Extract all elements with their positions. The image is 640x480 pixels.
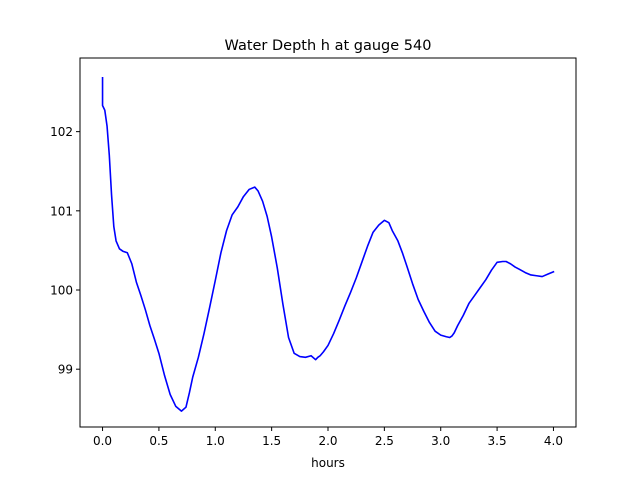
x-axis-label: hours	[311, 456, 345, 470]
x-tick-label: 1.5	[262, 434, 281, 448]
x-tick-label: 2.0	[318, 434, 337, 448]
x-tick-label: 4.0	[544, 434, 563, 448]
x-tick-label: 2.5	[375, 434, 394, 448]
x-tick-label: 3.5	[488, 434, 507, 448]
series-line-0	[101, 77, 555, 412]
y-tick-label: 101	[50, 204, 73, 218]
x-tick-label: 1.0	[206, 434, 225, 448]
x-tick-label: 0.0	[93, 434, 112, 448]
plot-area: 0.0 0.5 1.0 1.5 2.0 2.5 3.0 3.5 4.0 99 100 101 102	[50, 57, 577, 448]
y-tick-label: 99	[58, 363, 73, 377]
y-tick-label: 100	[50, 284, 73, 298]
x-tick-label: 3.0	[431, 434, 450, 448]
x-tick-label: 0.5	[149, 434, 168, 448]
chart-title: Water Depth h at gauge 540	[225, 38, 432, 54]
y-tick-label: 102	[50, 125, 73, 139]
